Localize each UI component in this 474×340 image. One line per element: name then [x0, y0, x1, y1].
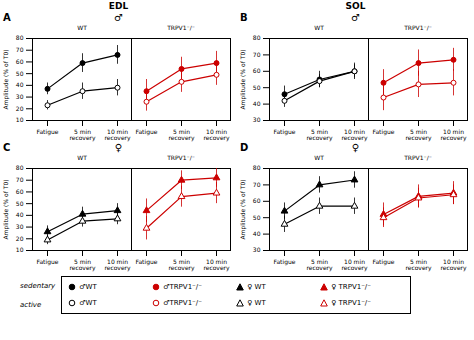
html-text:active: active — [20, 300, 42, 309]
svg-text:30: 30 — [16, 93, 24, 100]
svg-text:10 minrecovery: 10 minrecovery — [104, 128, 131, 142]
svg-text:5 minrecovery: 5 minrecovery — [306, 258, 333, 272]
svg-text:5 minrecovery: 5 minrecovery — [168, 128, 195, 142]
svg-text:50: 50 — [16, 200, 24, 207]
html-text:♀ WT: ♀ WT — [247, 283, 266, 291]
html-text:♂TRPV1⁻/⁻: ♂TRPV1⁻/⁻ — [163, 299, 202, 307]
svg-text:30: 30 — [253, 116, 261, 123]
html-text:♂TRPV1⁻/⁻: ♂TRPV1⁻/⁻ — [163, 283, 202, 291]
svg-text:80: 80 — [253, 164, 261, 171]
svg-text:Fatigue: Fatigue — [274, 258, 296, 266]
svg-text:60: 60 — [253, 197, 261, 204]
svg-text:Amplitude (% of T0): Amplitude (% of T0) — [2, 49, 10, 109]
svg-text:40: 40 — [253, 100, 261, 107]
html-text:SOL: SOL — [345, 1, 366, 11]
html-text:sedentary: sedentary — [20, 281, 56, 290]
svg-text:5 minrecovery: 5 minrecovery — [69, 258, 96, 272]
svg-text:70: 70 — [16, 46, 24, 53]
svg-text:5 minrecovery: 5 minrecovery — [405, 258, 432, 272]
svg-text:10 minrecovery: 10 minrecovery — [341, 258, 368, 272]
svg-text:Fatigue: Fatigue — [37, 258, 59, 266]
html-text:♀ WT: ♀ WT — [247, 299, 266, 307]
html-text:♀ TRPV1⁻/⁻: ♀ TRPV1⁻/⁻ — [331, 299, 371, 307]
svg-text:TRPV1⁻/⁻: TRPV1⁻/⁻ — [166, 24, 195, 31]
svg-text:Fatigue: Fatigue — [274, 128, 296, 136]
svg-text:5 minrecovery: 5 minrecovery — [306, 128, 333, 142]
svg-text:WT: WT — [77, 24, 87, 31]
svg-text:10: 10 — [16, 116, 24, 123]
svg-text:60: 60 — [253, 67, 261, 74]
svg-text:TRPV1⁻/⁻: TRPV1⁻/⁻ — [166, 154, 195, 161]
svg-text:10 minrecovery: 10 minrecovery — [104, 258, 131, 272]
svg-text:40: 40 — [16, 211, 24, 218]
svg-text:30: 30 — [16, 223, 24, 230]
html-text:♂WT: ♂WT — [79, 299, 97, 307]
svg-text:5 minrecovery: 5 minrecovery — [405, 128, 432, 142]
svg-text:80: 80 — [16, 164, 24, 171]
svg-text:Amplitude (% of T0): Amplitude (% of T0) — [2, 179, 10, 239]
svg-text:10 minrecovery: 10 minrecovery — [440, 258, 467, 272]
svg-text:70: 70 — [253, 51, 261, 58]
svg-text:10 minrecovery: 10 minrecovery — [341, 128, 368, 142]
svg-text:Fatigue: Fatigue — [136, 258, 158, 266]
svg-text:10 minrecovery: 10 minrecovery — [203, 258, 230, 272]
html-text:C: C — [3, 142, 11, 153]
svg-text:5 minrecovery: 5 minrecovery — [69, 128, 96, 142]
svg-text:70: 70 — [16, 176, 24, 183]
svg-text:10: 10 — [16, 246, 24, 253]
svg-text:Fatigue: Fatigue — [37, 128, 59, 136]
svg-text:60: 60 — [16, 188, 24, 195]
svg-text:80: 80 — [16, 34, 24, 41]
svg-text:WT: WT — [314, 24, 324, 31]
svg-text:20: 20 — [16, 235, 24, 242]
svg-text:TRPV1⁻/⁻: TRPV1⁻/⁻ — [403, 154, 432, 161]
svg-text:WT: WT — [314, 154, 324, 161]
html-text:B: B — [240, 12, 248, 23]
svg-text:50: 50 — [253, 214, 261, 221]
svg-text:WT: WT — [77, 154, 87, 161]
svg-text:Fatigue: Fatigue — [373, 128, 395, 136]
svg-text:70: 70 — [253, 181, 261, 188]
svg-text:10 minrecovery: 10 minrecovery — [440, 128, 467, 142]
svg-text:10 minrecovery: 10 minrecovery — [203, 128, 230, 142]
svg-text:80: 80 — [253, 34, 261, 41]
svg-text:20: 20 — [16, 105, 24, 112]
svg-text:30: 30 — [253, 246, 261, 253]
html-text:EDL: EDL — [108, 1, 129, 11]
svg-text:5 minrecovery: 5 minrecovery — [168, 258, 195, 272]
svg-text:60: 60 — [16, 58, 24, 65]
svg-text:Amplitude (% of T0): Amplitude (% of T0) — [239, 179, 247, 239]
svg-text:50: 50 — [253, 84, 261, 91]
html-text:♂WT: ♂WT — [79, 283, 97, 291]
svg-text:Fatigue: Fatigue — [373, 258, 395, 266]
svg-text:TRPV1⁻/⁻: TRPV1⁻/⁻ — [403, 24, 432, 31]
svg-text:40: 40 — [16, 81, 24, 88]
html-text:♀ TRPV1⁻/⁻: ♀ TRPV1⁻/⁻ — [331, 283, 371, 291]
html-text:A: A — [3, 12, 11, 23]
svg-text:40: 40 — [253, 230, 261, 237]
svg-text:Fatigue: Fatigue — [136, 128, 158, 136]
svg-text:Amplitude (% of T0): Amplitude (% of T0) — [239, 49, 247, 109]
svg-text:50: 50 — [16, 70, 24, 77]
html-text:D: D — [240, 142, 249, 153]
